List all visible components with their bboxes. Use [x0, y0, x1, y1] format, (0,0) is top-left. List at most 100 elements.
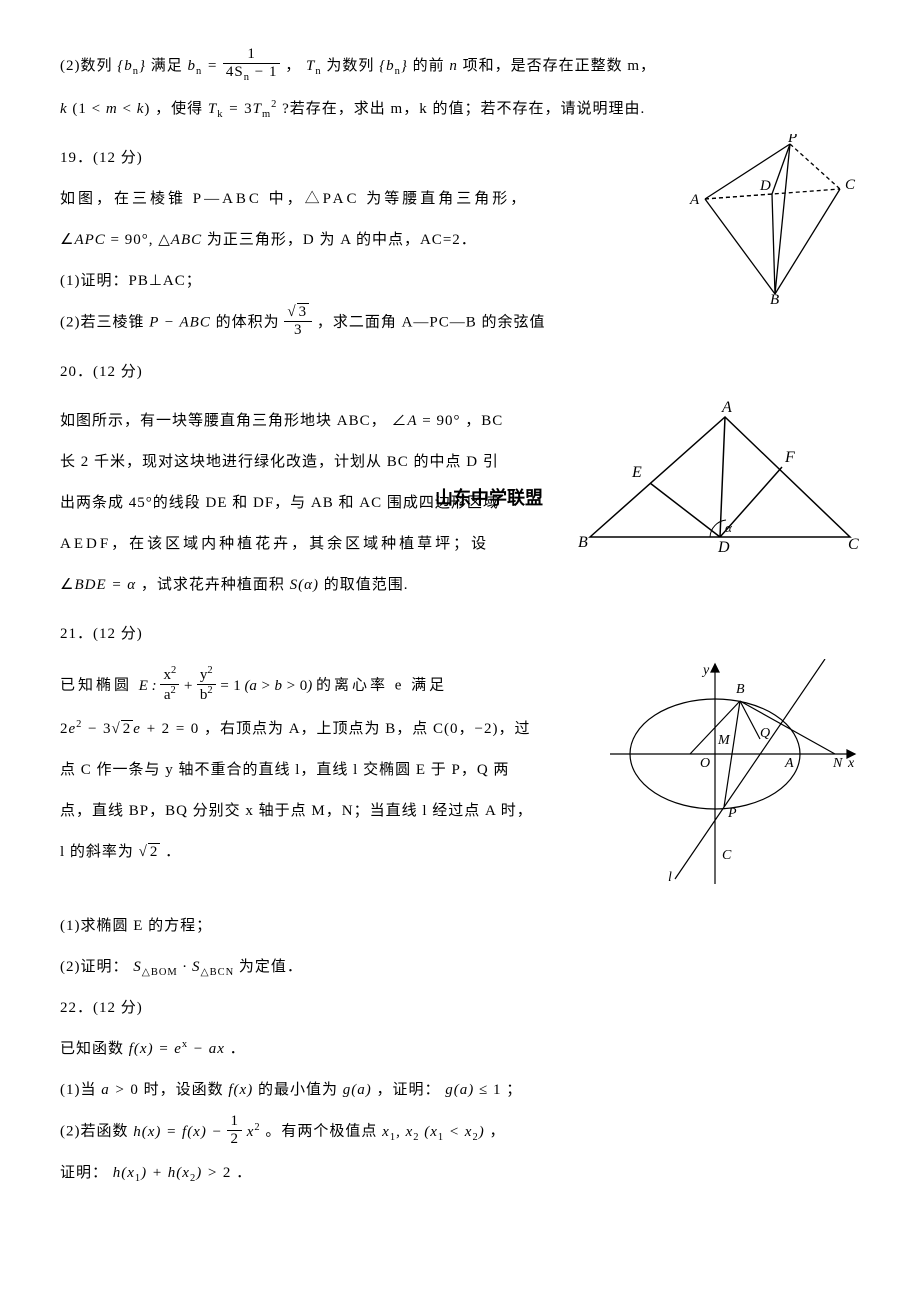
q22-p1: (1)当 a > 0 时，设函数 f(x) 的最小值为 g(a) ，证明： g(…: [60, 1074, 860, 1107]
t: 的体积为: [216, 315, 280, 331]
q21-p2: (2)证明： S△BOM · S△BCN 为定值．: [60, 951, 860, 984]
t: ，右顶点为 A，上顶点为 B，点 C(0，−2)，过: [204, 721, 531, 737]
q21-l1: 已知椭圆 E : x2a2 + y2b2 = 1 (a > b > 0) 的离心…: [60, 667, 590, 705]
q22-head: 22．(12 分): [60, 992, 860, 1025]
t: 的取值范围.: [324, 577, 409, 593]
m-SbomSbcn: S△BOM · S△BCN: [133, 959, 234, 975]
m-ga-le1: g(a) ≤ 1: [445, 1082, 501, 1098]
q21-block: 已知椭圆 E : x2a2 + y2b2 = 1 (a > b > 0) 的离心…: [60, 659, 860, 902]
math-Tn: Tn: [306, 58, 322, 74]
q18-part2-line1: (2)数列 {bn} 满足 bn = 14Sn − 1 ， Tn 为数列 {bn…: [60, 48, 860, 85]
q20-l2: 长 2 千米，现对这块地进行绿化改造，计划从 BC 的中点 D 引: [60, 446, 550, 479]
t: 满足: [151, 58, 183, 74]
lbl-A2: A: [721, 399, 732, 416]
t: ∠: [60, 232, 74, 248]
q20-l4: AEDF，在该区域内种植花卉，其余区域种植草坪；设: [60, 528, 550, 561]
t: 已知椭圆: [60, 678, 132, 694]
lbl-B3: B: [736, 682, 745, 697]
q21-l4: 点，直线 BP，BQ 分别交 x 轴于点 M，N；当直线 l 经过点 A 时，: [60, 795, 590, 828]
lbl-x: x: [847, 756, 855, 771]
t: ．: [236, 1165, 252, 1181]
t: (2)证明：: [60, 959, 129, 975]
math-k-cond: k (1 < m < k): [60, 101, 150, 117]
m-hx: h(x) = f(x) − 12 x2: [133, 1124, 260, 1140]
lbl-D2: D: [717, 539, 730, 556]
t: 项和，是否存在正整数 m，: [463, 58, 656, 74]
t: 证明：: [60, 1165, 108, 1181]
math-seq-bn2: {bn}: [379, 58, 408, 74]
lbl-N: N: [832, 756, 843, 771]
t: 的最小值为: [258, 1082, 338, 1098]
m-abc: ABC: [171, 232, 202, 248]
t: 为正三角形，D 为 A 的中点，AC=2．: [202, 232, 477, 248]
q21-l2: 2e2 − 3√2e + 2 = 0 ，右顶点为 A，上顶点为 B，点 C(0，…: [60, 713, 590, 746]
lbl-y: y: [701, 663, 710, 678]
t: (2)若函数: [60, 1124, 129, 1140]
lbl-P: P: [787, 134, 797, 146]
t: 的前: [413, 58, 445, 74]
m-apc: APC: [74, 232, 105, 248]
m-sqrt2: √2: [139, 843, 161, 860]
lbl-C: C: [845, 177, 856, 193]
t: ，使得: [155, 101, 203, 117]
t: ；: [506, 1082, 522, 1098]
q22-p3: 证明： h(x1) + h(x2) > 2 ．: [60, 1157, 860, 1190]
t: ，: [285, 58, 301, 74]
lbl-P3: P: [727, 806, 737, 821]
frac-sqrt3-3: √33: [284, 304, 312, 338]
lbl-alpha: α: [725, 520, 733, 535]
watermark: 山东中学联盟: [435, 479, 543, 519]
t: ，: [489, 1124, 505, 1140]
t: 为数列: [326, 58, 374, 74]
t: ∠: [60, 577, 74, 593]
lbl-A: A: [689, 192, 700, 208]
t: 为定值．: [239, 959, 303, 975]
figure-tetrahedron: P A B C D: [680, 134, 860, 304]
q19-block: 19．(12 分) 如图，在三棱锥 P—ABC 中，△PAC 为等腰直角三角形，…: [60, 134, 860, 348]
m-ga: g(a): [343, 1082, 372, 1098]
t: 已知函数: [60, 1041, 124, 1057]
q21-l3: 点 C 作一条与 y 轴不重合的直线 l，直线 l 交椭圆 E 于 P，Q 两: [60, 754, 590, 787]
q20-l1: 如图所示，有一块等腰直角三角形地块 ABC， ∠A = 90° ，BC: [60, 405, 550, 438]
t: ．: [165, 844, 181, 860]
q20-l5: ∠BDE = α ，试求花卉种植面积 S(α) 的取值范围.: [60, 569, 550, 602]
t: (2)数列: [60, 58, 113, 74]
math-Tk-eq: Tk = 3Tm2: [208, 101, 277, 117]
q21-head: 21．(12 分): [60, 618, 860, 651]
lbl-E2: E: [631, 464, 642, 481]
t: (2)若三棱锥: [60, 315, 145, 331]
q22-p2: (2)若函数 h(x) = f(x) − 12 x2 。有两个极值点 x1, x…: [60, 1115, 860, 1149]
lbl-B: B: [770, 292, 779, 304]
m-fx2: f(x): [228, 1082, 258, 1098]
m-ellipse: E : x2a2 + y2b2 = 1 (a > b > 0): [139, 678, 316, 694]
t: 。有两个极值点: [265, 1124, 377, 1140]
q20-head: 20．(12 分): [60, 356, 860, 389]
q19-l2: ∠APC = 90°, △ABC 为正三角形，D 为 A 的中点，AC=2．: [60, 224, 660, 257]
lbl-l: l: [668, 870, 672, 885]
t: ，求二面角 A—PC—B 的余弦值: [317, 315, 546, 331]
lbl-Q: Q: [760, 726, 770, 741]
lbl-F2: F: [784, 449, 795, 466]
q19-p2: (2)若三棱锥 P − ABC 的体积为 √33 ，求二面角 A—PC—B 的余…: [60, 306, 660, 340]
lbl-A3: A: [784, 756, 794, 771]
q19-head: 19．(12 分): [60, 142, 660, 175]
m-ecc: 2e2 − 3√2e + 2 = 0: [60, 721, 199, 737]
t: ?若存在，求出 m，k 的值；若不存在，请说明理由.: [282, 101, 645, 117]
figure-ellipse: O A B M N P Q C l x y: [610, 659, 860, 889]
m-agt0: a > 0: [101, 1082, 143, 1098]
figure-triangle: A B C D E F α: [570, 397, 860, 557]
t: = 90°, △: [106, 232, 171, 248]
math-bn-eq: bn = 14Sn − 1: [188, 58, 286, 74]
lbl-C2: C: [848, 536, 859, 553]
lbl-C3: C: [722, 848, 732, 863]
t: 如图所示，有一块等腰直角三角形地块 ABC，: [60, 413, 387, 429]
math-n: n: [449, 58, 462, 74]
q22-l1: 已知函数 f(x) = ex − ax ．: [60, 1033, 860, 1066]
lbl-M: M: [717, 733, 731, 748]
t: (1)当: [60, 1082, 97, 1098]
t: ，试求花卉种植面积: [141, 577, 285, 593]
m-x1x2: x1, x2 (x1 < x2): [382, 1124, 485, 1140]
m-pabc: P − ABC: [149, 315, 215, 331]
q19-l1: 如图，在三棱锥 P—ABC 中，△PAC 为等腰直角三角形，: [60, 183, 660, 216]
t: 的离心率 e 满足: [316, 678, 447, 694]
